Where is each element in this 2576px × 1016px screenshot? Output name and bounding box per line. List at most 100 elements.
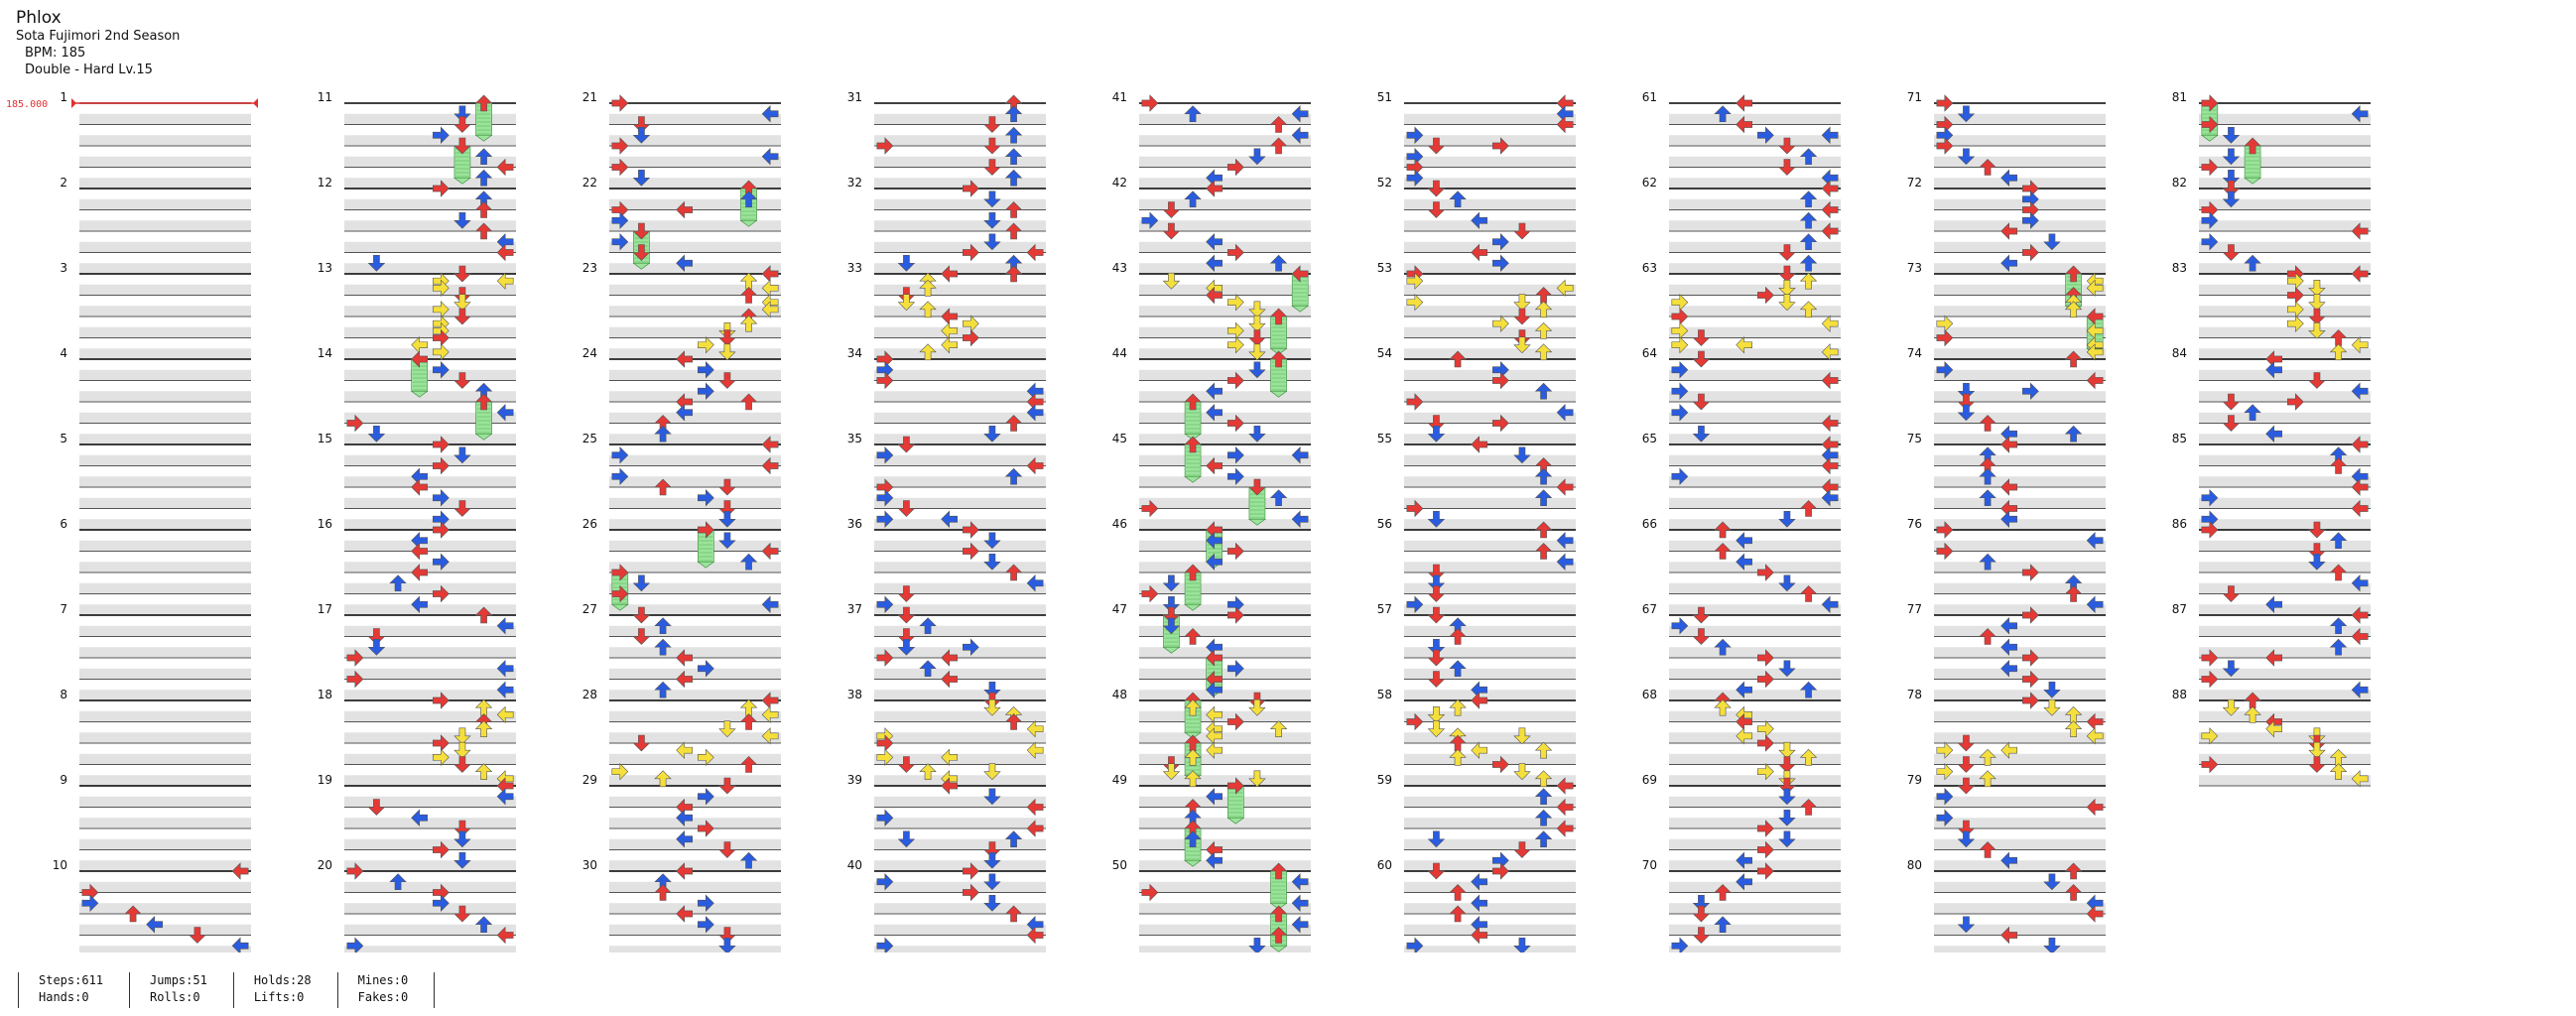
- jump-arrow: [676, 200, 693, 219]
- step-arrow: [1821, 343, 1839, 361]
- step-arrow: [632, 244, 651, 261]
- step-arrow: [1778, 159, 1796, 176]
- step-arrow: [1206, 788, 1223, 806]
- lane-shade: [79, 178, 251, 189]
- measure-88: 88: [2172, 688, 2371, 786]
- step-arrow: [676, 862, 693, 880]
- lane-shade: [1934, 604, 2106, 615]
- step-arrow: [2022, 606, 2039, 624]
- lane-shade: [344, 775, 516, 786]
- step-arrow: [146, 916, 163, 934]
- step-arrow: [611, 564, 629, 581]
- lane-shade: [344, 818, 516, 828]
- step-arrow: [453, 820, 471, 837]
- measure-number: 46: [1112, 517, 1127, 531]
- measure-number: 43: [1112, 261, 1127, 275]
- step-arrow: [1979, 553, 1996, 571]
- bpm-info: BPM: 185: [25, 46, 86, 61]
- measure-number: 31: [847, 90, 862, 104]
- lane-shade: [609, 625, 781, 637]
- lane-shade: [1669, 860, 1841, 871]
- stat-fakes: Fakes:0: [357, 990, 409, 1004]
- lane-shade: [1139, 348, 1311, 359]
- lane-shade: [2199, 156, 2371, 168]
- step-arrow: [1799, 500, 1818, 517]
- step-arrow: [1534, 382, 1553, 400]
- lane-shade: [1669, 796, 1841, 808]
- step-arrow: [1206, 180, 1223, 197]
- step-arrow: [1406, 595, 1424, 613]
- step-arrow: [1004, 905, 1023, 923]
- step-arrow: [632, 222, 651, 240]
- lane-shade: [1139, 263, 1311, 274]
- lane-shade: [2199, 241, 2371, 253]
- lane-shade: [2199, 306, 2371, 317]
- measure-number: 75: [1907, 432, 1922, 445]
- step-arrow: [2329, 763, 2348, 780]
- lane-shade: [79, 519, 251, 530]
- step-arrow: [1513, 336, 1531, 354]
- lane-shade: [1934, 113, 2106, 125]
- lane-shade: [1669, 903, 1841, 914]
- lane-shade: [2199, 625, 2371, 637]
- hold-note: [1269, 358, 1288, 398]
- measure-number: 54: [1377, 346, 1392, 360]
- lane-shade: [1934, 881, 2106, 893]
- measure-number: 14: [318, 346, 332, 360]
- lane-shade: [1404, 220, 1576, 231]
- jump-arrow: [1004, 265, 1023, 283]
- measure-40: 40: [847, 858, 1046, 952]
- step-arrow: [1778, 574, 1796, 592]
- measure-number: 60: [1377, 858, 1392, 872]
- measure-number: 17: [318, 602, 332, 616]
- step-arrow: [1556, 820, 1574, 837]
- lane-shade: [79, 113, 251, 125]
- step-arrow: [2222, 393, 2241, 411]
- lane-shade: [609, 113, 781, 125]
- step-arrow: [1936, 788, 1954, 806]
- step-arrow: [1206, 286, 1223, 305]
- lane-shade: [1139, 647, 1311, 658]
- step-arrow: [919, 660, 937, 678]
- lane-shade: [1669, 348, 1841, 359]
- step-arrow: [2086, 905, 2104, 923]
- step-arrow: [1026, 719, 1044, 738]
- lane-shade: [609, 668, 781, 680]
- measure-number: 18: [318, 688, 332, 701]
- step-arrow: [941, 670, 958, 689]
- step-arrow: [919, 301, 937, 318]
- step-arrow: [1406, 712, 1424, 731]
- step-arrow: [1757, 862, 1774, 880]
- lane-shade: [1404, 369, 1576, 381]
- stats-mines-group: Mines:0 Fakes:0: [336, 972, 435, 1008]
- hold-note: [2244, 145, 2261, 185]
- measure-number: 53: [1377, 261, 1392, 275]
- step-arrow: [1778, 756, 1796, 773]
- lane-shade: [1669, 625, 1841, 637]
- step-arrow: [2022, 649, 2039, 667]
- lane-shade: [609, 903, 781, 914]
- lane-shade: [1139, 178, 1311, 189]
- step-arrow: [1004, 415, 1023, 432]
- step-arrow: [2086, 532, 2104, 550]
- step-arrow: [611, 211, 629, 229]
- measure-number: 69: [1642, 773, 1657, 787]
- step-arrow: [2222, 180, 2241, 197]
- step-arrow: [983, 233, 1001, 251]
- step-arrow: [1736, 851, 1752, 869]
- jump-arrow: [1821, 126, 1839, 144]
- step-arrow: [2022, 564, 2039, 581]
- lane-shade: [1934, 497, 2106, 509]
- step-arrow: [983, 698, 1001, 716]
- step-arrow: [1248, 361, 1266, 379]
- step-arrow: [496, 243, 514, 262]
- lane-shade: [874, 562, 1046, 572]
- lane-shade: [1139, 710, 1311, 722]
- step-arrow: [1821, 222, 1839, 240]
- measure-number: 63: [1642, 261, 1657, 275]
- measure-number: 21: [582, 90, 597, 104]
- lane-shade: [79, 838, 251, 850]
- step-arrow: [761, 301, 779, 318]
- step-arrow: [1291, 126, 1309, 144]
- step-arrow: [941, 777, 958, 795]
